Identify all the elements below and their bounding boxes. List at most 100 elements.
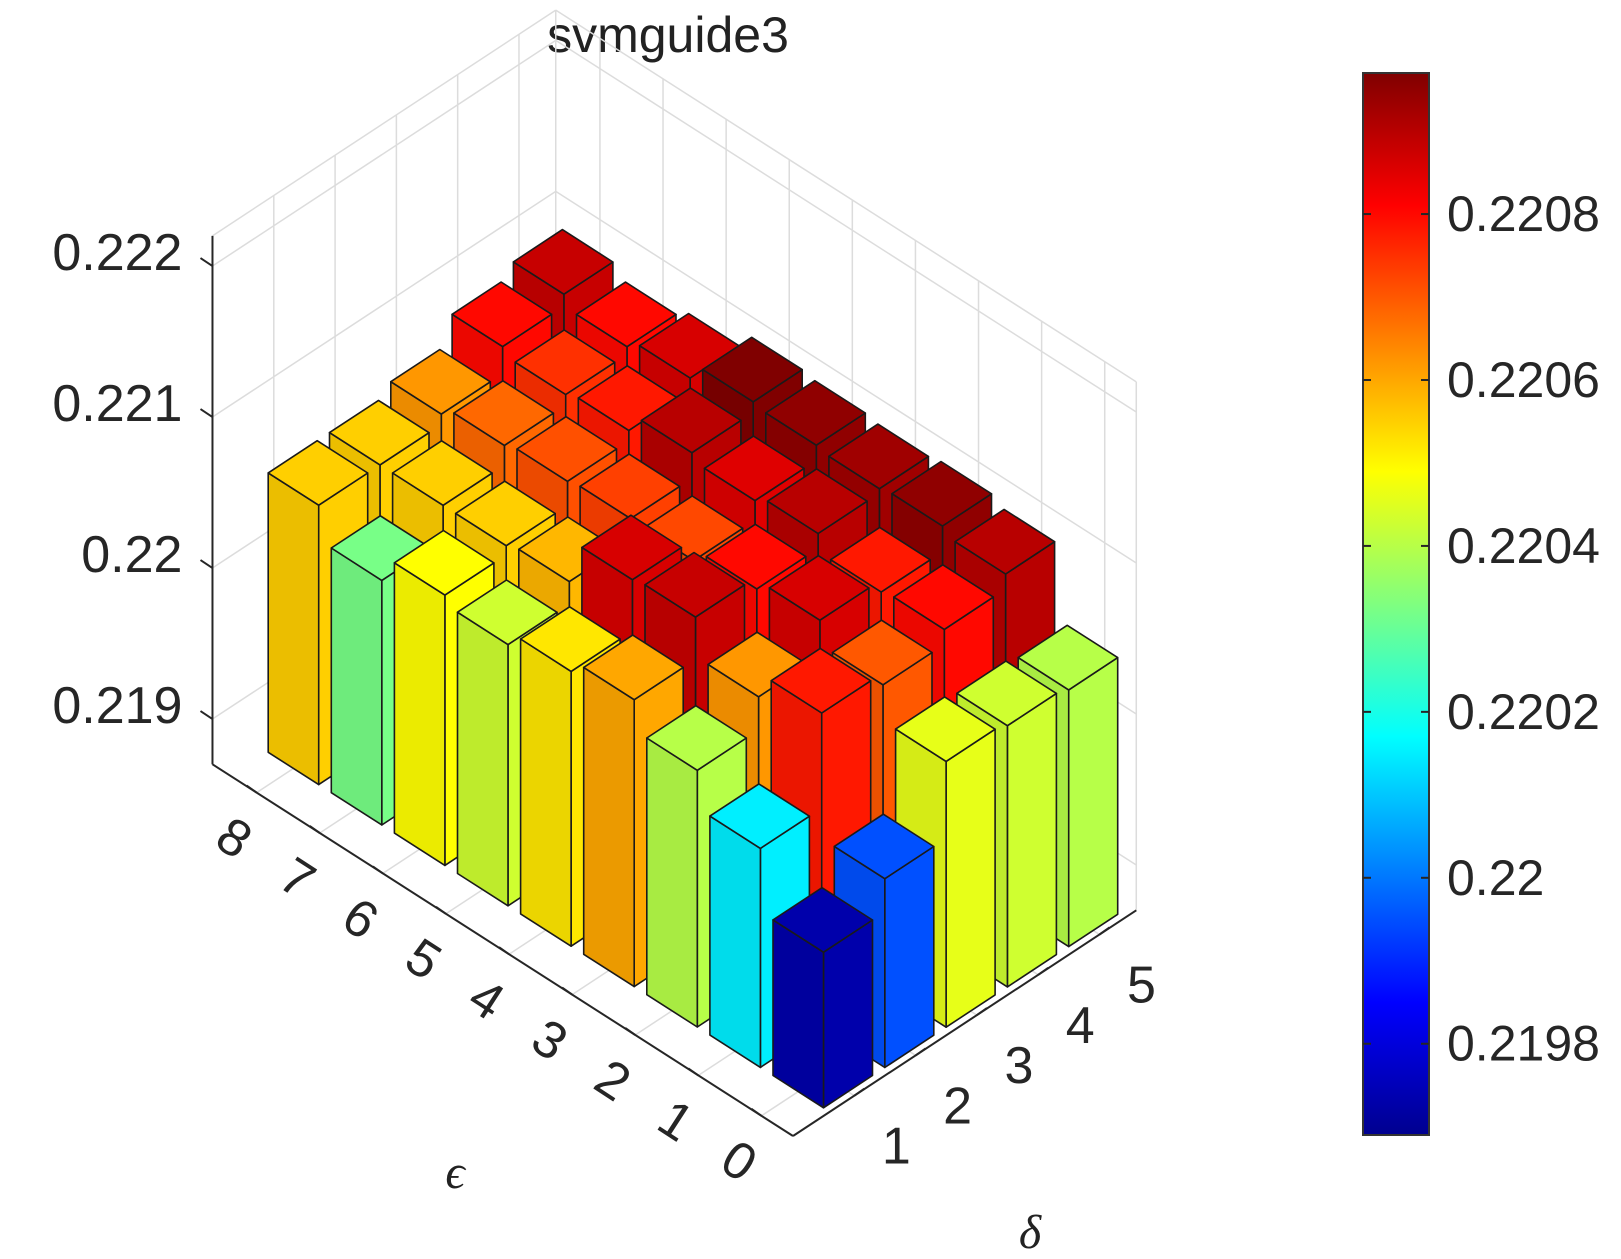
epsilon-tick-label: 3 [521, 1008, 577, 1072]
z-tick-label: 0.22 [81, 526, 182, 584]
bar-face [393, 561, 446, 867]
bar-top [770, 647, 872, 714]
delta-axis-label: δ [1019, 1206, 1042, 1259]
delta-tick-label: 4 [1066, 997, 1095, 1055]
epsilon-tick-label: 4 [458, 968, 514, 1032]
delta-tick-mark [1037, 966, 1049, 976]
epsilon-tick-mark [435, 905, 447, 915]
grid-line [555, 39, 1137, 413]
bar-face [267, 472, 320, 786]
epsilon-tick-mark [561, 986, 573, 996]
bar-top [575, 281, 677, 348]
bar-top [1017, 624, 1119, 691]
bars-group [267, 228, 1119, 1109]
delta-tick-mark [1098, 926, 1111, 936]
bar-top [644, 551, 746, 618]
delta-tick-label: 3 [1004, 1037, 1033, 1095]
bar-top [956, 660, 1058, 727]
epsilon-tick-label: 7 [269, 847, 325, 911]
epsilon-tick-label: 6 [332, 887, 388, 951]
bar-top [764, 379, 867, 447]
bar-top [393, 529, 495, 596]
bar-top [705, 523, 807, 590]
bar-top [766, 468, 868, 535]
z-tick-mark [199, 408, 214, 418]
epsilon-tick-mark [687, 1067, 699, 1077]
bar-face [456, 611, 509, 907]
epsilon-tick-mark [498, 946, 510, 956]
delta-tick-label: 5 [1127, 957, 1156, 1015]
colorbar: 0.2198 0.22 0.2202 0.2204 0.2206 0.2208 [1362, 72, 1600, 1136]
bar-top [891, 460, 993, 527]
bar-top [389, 348, 492, 415]
grid-line [212, 9, 557, 237]
z-tick-label: 0.219 [52, 677, 182, 735]
bar-top [892, 563, 995, 631]
epsilon-tick-label: 1 [648, 1089, 704, 1153]
epsilon-tick-label: 5 [395, 927, 451, 991]
bar-face [1006, 692, 1058, 988]
bar-face [709, 815, 762, 1069]
colorbar-tick-label: 0.2198 [1447, 1016, 1600, 1072]
bar-top [829, 526, 932, 593]
epsilon-tick-mark [750, 1107, 763, 1117]
bar-top [453, 379, 555, 447]
z-tick-label: 0.222 [52, 224, 182, 282]
grid-line [555, 9, 1137, 383]
bar-face [330, 547, 383, 826]
bar-top [701, 336, 804, 403]
bar-top [519, 605, 621, 673]
bar-top [640, 387, 742, 454]
bar-top [703, 435, 805, 502]
delta-tick-label: 2 [943, 1077, 972, 1135]
bar-top [954, 508, 1056, 575]
delta-tick-label: 1 [882, 1118, 911, 1176]
grid-line [212, 39, 557, 267]
epsilon-tick-mark [372, 865, 384, 875]
bar-top [581, 514, 683, 581]
bar-top [516, 415, 618, 483]
bar-face [883, 845, 935, 1069]
z-tick-mark [199, 559, 214, 569]
grid-line [212, 190, 557, 418]
epsilon-tick-mark [309, 825, 321, 834]
delta-axis-line [792, 909, 1137, 1137]
epsilon-tick-mark [624, 1027, 636, 1036]
epsilon-tick-mark [246, 784, 258, 794]
epsilon-axis-label: ϵ [445, 1146, 466, 1199]
colorbar-tick-label: 0.2206 [1447, 352, 1600, 408]
bar-top [391, 439, 493, 507]
bar-face [645, 737, 699, 1028]
bar-top [451, 281, 553, 348]
colorbar-tick-label: 0.2202 [1447, 684, 1600, 740]
bar-top [512, 228, 614, 296]
bar-top [894, 696, 996, 763]
bar-top [514, 329, 616, 396]
bar-top [768, 554, 870, 622]
z-tick-label: 0.221 [52, 375, 182, 433]
delta-tick-mark [915, 1047, 927, 1057]
z-tick-mark [199, 257, 214, 267]
bar-top [582, 634, 685, 701]
delta-tick-mark [976, 1007, 988, 1016]
bar-top [456, 579, 558, 646]
colorbar-gradient [1362, 72, 1430, 1136]
bar-top [772, 886, 874, 954]
bar-top [709, 783, 811, 850]
bar-top [833, 813, 935, 880]
bar-top [454, 480, 557, 547]
chart-title: svmguide3 [547, 7, 789, 63]
bar-face [582, 666, 636, 988]
bar-top [828, 423, 930, 490]
bar-top [645, 704, 748, 772]
delta-tick-mark [853, 1087, 865, 1097]
epsilon-tick-label: 0 [711, 1129, 767, 1193]
bar-face [519, 638, 572, 948]
epsilon-tick-label: 2 [585, 1049, 641, 1113]
bar-top [328, 399, 430, 466]
colorbar-tick-label: 0.2204 [1447, 518, 1600, 574]
bar-top [267, 439, 369, 507]
epsilon-tick-label: 8 [206, 806, 262, 870]
colorbar-tick-label: 0.22 [1447, 850, 1544, 906]
